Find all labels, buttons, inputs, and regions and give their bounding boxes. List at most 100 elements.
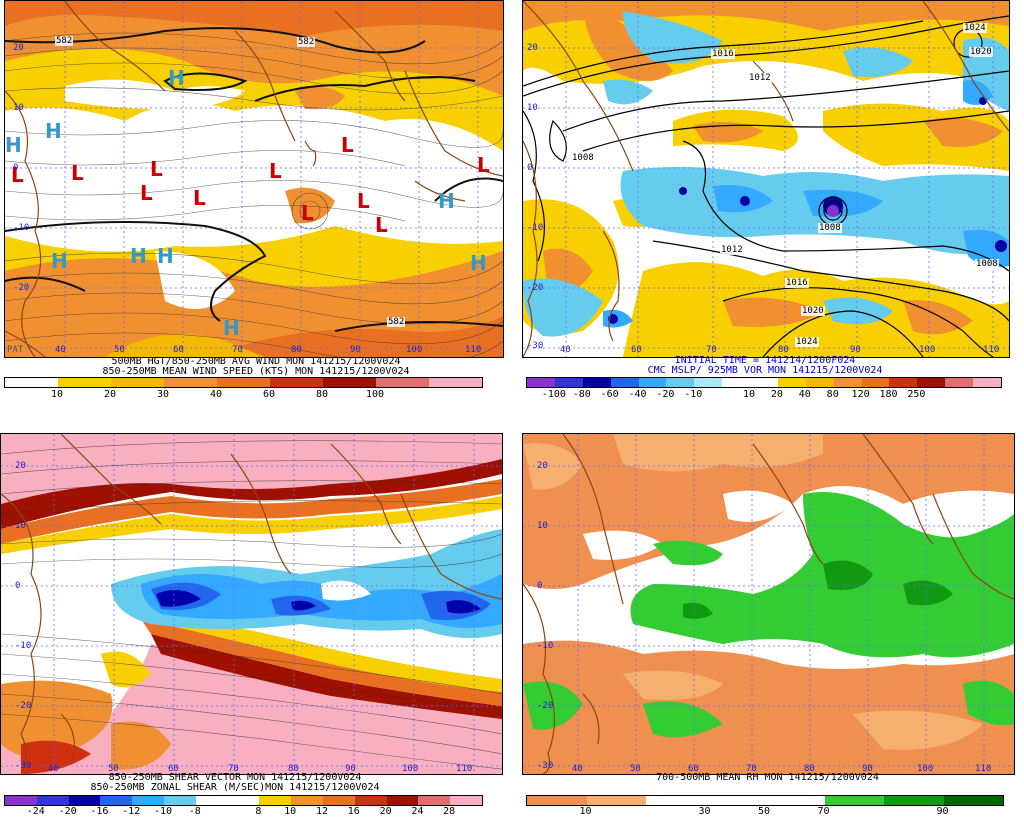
isobar-label: 1016 — [785, 278, 809, 288]
colorbar-tick-label: -10 — [684, 389, 703, 400]
colorbar-ticks: -100 -80 -60 -40 -20 -10 10 20 40 80 120 180 250 — [526, 389, 1000, 401]
lat-label: 20 — [13, 43, 24, 53]
lat-label: -20 — [527, 283, 544, 293]
colorbar-swatch — [694, 378, 723, 387]
colorbar-swatch — [5, 796, 37, 805]
lon-label: 110 — [456, 764, 473, 774]
isobar-label: 1020 — [801, 306, 825, 316]
colorbar-ticks: -24 -20 -16 -12 -10 -8 8 10 12 16 20 24 28 — [4, 806, 481, 818]
panel-zonal-shear: 20 10 0 -10 -20 -30 40 50 60 70 80 90 10… — [0, 410, 512, 819]
lat-label: 0 — [13, 163, 19, 173]
lon-label: 70 — [706, 345, 717, 355]
colorbar-tick-label: 250 — [907, 389, 926, 400]
colorbar-swatch — [111, 378, 164, 387]
lat-label: 20 — [15, 461, 26, 471]
colorbar-tick-label: -60 — [600, 389, 619, 400]
colorbar-tick-label: 50 — [757, 806, 771, 817]
high-pressure-marker: H — [45, 119, 62, 143]
colorbar-swatch — [586, 796, 646, 805]
relative-humidity-map — [523, 434, 1014, 774]
colorbar-swatch — [917, 378, 946, 387]
colorbar-swatch — [386, 796, 419, 805]
lon-label: 110 — [983, 345, 1000, 355]
lon-label: 80 — [288, 764, 299, 774]
wind-speed-map — [5, 1, 503, 357]
lon-label: 60 — [688, 764, 699, 774]
lon-label: 50 — [108, 764, 119, 774]
colorbar-swatch — [705, 796, 765, 805]
colorbar-tick-label: 16 — [347, 806, 360, 817]
colorbar-swatch — [259, 796, 292, 805]
colorbar-swatch — [227, 796, 260, 805]
colorbar-swatch — [36, 796, 69, 805]
panel-500mb-height-wind: 582 582 582 H H H H H H H H H L L L L L … — [0, 0, 512, 410]
map-frame: 1016 1012 1008 1012 1016 1020 1024 1008 … — [522, 0, 1010, 358]
colorbar-tick-label: -100 — [541, 389, 566, 400]
low-pressure-marker: L — [301, 201, 314, 225]
colorbar-tick-label: -10 — [153, 806, 173, 817]
low-pressure-marker: L — [193, 186, 206, 210]
lat-label: -10 — [527, 223, 544, 233]
colorbar-swatch — [5, 378, 58, 387]
colorbar-swatch — [646, 796, 706, 805]
colorbar-tick-label: -12 — [122, 806, 141, 817]
high-pressure-marker: H — [5, 133, 22, 157]
colorbar-tick-label: 60 — [262, 389, 276, 400]
lon-label: 110 — [975, 764, 992, 774]
map-caption-line-2: 850-250MB ZONAL SHEAR (M/SEC)MON 141215/… — [90, 782, 380, 793]
map-frame: 20 10 0 -10 -20 -30 40 50 60 70 80 90 10… — [522, 433, 1015, 775]
map-caption-line-1: 850-250MB SHEAR VECTOR MON 141215/1200V0… — [108, 772, 362, 783]
colorbar-swatch — [722, 378, 750, 387]
corner-label: PAT — [7, 345, 24, 355]
colorbar-tick-label: -16 — [90, 806, 109, 817]
colorbar-tick-label: 20 — [379, 806, 392, 817]
colorbar-swatch — [945, 378, 973, 387]
colorbar-tick-label: 180 — [879, 389, 898, 400]
colorbar-tick-label: 120 — [851, 389, 870, 400]
map-caption-line-1: 700-500MB MEAN RH MON 141215/1200V024 — [656, 772, 879, 783]
colorbar-swatch — [68, 796, 101, 805]
lat-label: 10 — [537, 521, 548, 531]
lon-label: 50 — [630, 764, 641, 774]
lon-label: 100 — [917, 764, 934, 774]
colorbar-swatch — [861, 378, 890, 387]
lat-label: 10 — [15, 521, 26, 531]
lat-label: 20 — [527, 43, 538, 53]
colorbar-tick-label: 8 — [255, 806, 262, 817]
colorbar-tick-label: -40 — [628, 389, 647, 400]
map-caption-line-1: INITIAL TIME = 141214/1200F024 — [674, 355, 856, 366]
high-pressure-marker: H — [470, 251, 487, 275]
lat-label: 0 — [537, 581, 543, 591]
colorbar-swatch — [889, 378, 918, 387]
low-pressure-marker: L — [150, 157, 163, 181]
isobar-label: 1008 — [571, 153, 595, 163]
isobar-label: 1008 — [818, 223, 842, 233]
colorbar-swatch — [376, 378, 429, 387]
colorbar-swatch — [765, 796, 825, 805]
lat-label: 0 — [527, 163, 533, 173]
isobar-label: 1024 — [963, 23, 987, 33]
lon-label: 90 — [350, 345, 361, 355]
zonal-shear-map — [1, 434, 502, 774]
lon-label: 90 — [850, 345, 861, 355]
colorbar-swatch — [58, 378, 111, 387]
lon-label: 100 — [919, 345, 936, 355]
lon-label: 70 — [746, 764, 757, 774]
lon-label: 60 — [173, 345, 184, 355]
lon-label: 100 — [402, 764, 419, 774]
low-pressure-marker: L — [11, 163, 24, 187]
high-pressure-marker: H — [130, 244, 147, 268]
low-pressure-marker: L — [477, 153, 490, 177]
colorbar-tick-label: 80 — [315, 389, 329, 400]
colorbar-swatch — [973, 378, 1001, 387]
colorbar-swatch — [429, 378, 482, 387]
lon-label: 50 — [114, 345, 125, 355]
colorbar-tick-label: -8 — [188, 806, 201, 817]
lon-label: 80 — [778, 345, 789, 355]
map-frame: 20 10 0 -10 -20 -30 40 50 60 70 80 90 10… — [0, 433, 503, 775]
lon-label: 70 — [228, 764, 239, 774]
colorbar-swatch — [777, 378, 806, 387]
colorbar-tick-label: 24 — [411, 806, 424, 817]
isobar-label: 1012 — [748, 73, 772, 83]
isobar-label: 1016 — [711, 49, 735, 59]
